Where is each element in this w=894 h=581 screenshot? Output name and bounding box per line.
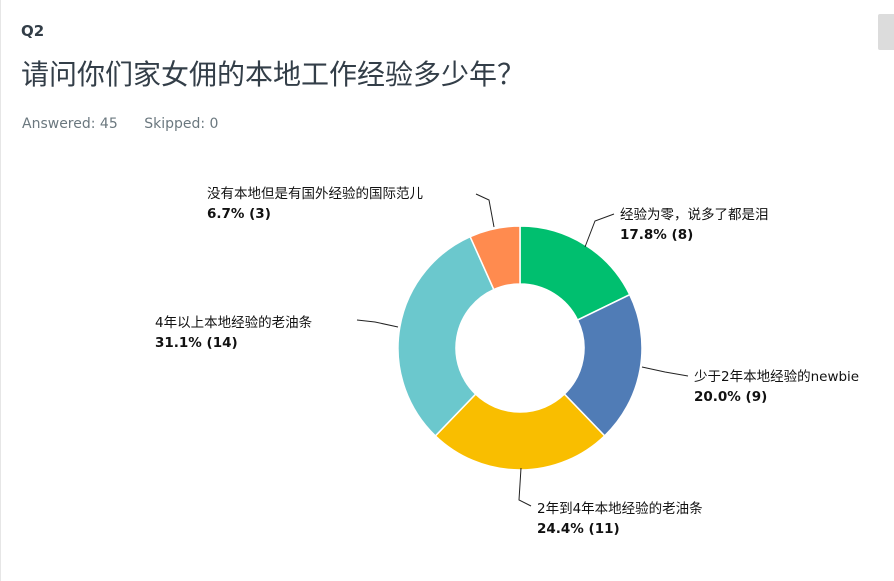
slice-value-label: 20.0% (9) — [694, 389, 767, 405]
leader-line — [356, 319, 399, 328]
answered-count: Answered: 45 — [22, 116, 118, 132]
leader-line — [584, 213, 615, 248]
slice-label: 4年以上本地经验的老油条 — [155, 314, 313, 331]
leader-lines — [356, 193, 689, 507]
donut-slice[interactable] — [397, 235, 495, 437]
scroll-tab[interactable] — [878, 14, 894, 50]
leader-line — [475, 193, 495, 228]
slice-value-label: 24.4% (11) — [537, 521, 620, 537]
slice-value-label: 17.8% (8) — [620, 227, 693, 243]
panel-border — [0, 0, 1, 581]
donut-slice[interactable] — [434, 393, 606, 471]
slice-label: 少于2年本地经验的newbie — [694, 369, 859, 385]
response-stats: Answered: 45 Skipped: 0 — [22, 116, 218, 132]
slice-label: 2年到4年本地经验的老油条 — [537, 500, 703, 517]
leader-line — [641, 366, 689, 377]
slice-labels: 经验为零，说多了都是泪 17.8% (8) 少于2年本地经验的newbie 20.0%… — [155, 186, 859, 537]
skipped-count: Skipped: 0 — [144, 116, 219, 132]
slice-label: 没有本地但是有国外经验的国际范儿 — [207, 186, 423, 202]
slice-value-label: 6.7% (3) — [207, 206, 271, 222]
question-number: Q2 — [21, 22, 45, 40]
donut-slices — [397, 225, 643, 471]
slice-label: 经验为零，说多了都是泪 — [620, 206, 769, 223]
donut-slice[interactable] — [469, 225, 521, 291]
slice-value-label: 31.1% (14) — [155, 335, 238, 351]
leader-line — [518, 467, 532, 507]
question-title: 请问你们家女佣的本地工作经验多少年？ — [21, 58, 526, 91]
